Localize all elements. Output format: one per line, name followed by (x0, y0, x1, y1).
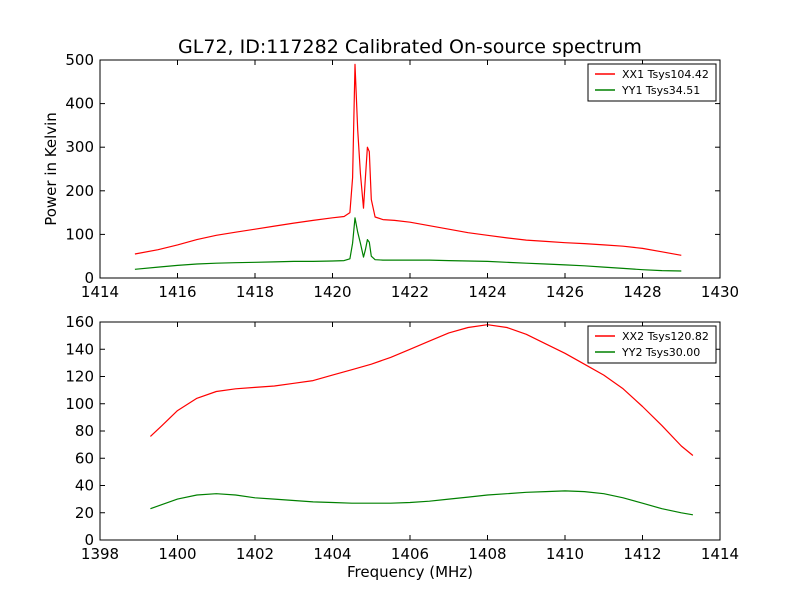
x-tick-label: 1418 (236, 283, 274, 301)
x-tick-label: 1430 (701, 283, 739, 301)
x-tick-label: 1400 (158, 545, 196, 563)
legend-entry: YY1 Tsys34.51 (621, 84, 700, 97)
x-tick-label: 1402 (236, 545, 274, 563)
x-tick-label: 1420 (313, 283, 351, 301)
x-tick-label: 1404 (313, 545, 351, 563)
legend-box (587, 63, 717, 102)
y-tick-label: 400 (65, 95, 94, 113)
legend-entry: YY2 Tsys30.00 (621, 346, 700, 359)
x-tick-label: 1416 (158, 283, 196, 301)
legend-entry: XX1 Tsys104.42 (622, 68, 709, 81)
y-tick-label: 120 (65, 368, 94, 386)
legend-entry: XX2 Tsys120.82 (622, 330, 709, 343)
legend-box (587, 325, 717, 364)
x-tick-label: 1426 (546, 283, 584, 301)
y-tick-label: 200 (65, 182, 94, 200)
x-tick-label: 1412 (623, 545, 661, 563)
x-tick-label: 1408 (468, 545, 506, 563)
x-tick-label: 1410 (546, 545, 584, 563)
y-tick-label: 500 (65, 51, 94, 69)
x-tick-label: 1424 (468, 283, 506, 301)
y-tick-label: 100 (65, 225, 94, 243)
x-tick-label: 1428 (623, 283, 661, 301)
y-axis-label: Power in Kelvin (42, 112, 60, 226)
figure-title: GL72, ID:117282 Calibrated On-source spe… (178, 36, 642, 58)
y-tick-label: 0 (84, 531, 94, 549)
series-line-0-1 (134, 217, 682, 272)
series-line-1-1 (150, 490, 694, 516)
y-tick-label: 0 (84, 269, 94, 287)
top-spectrum-panel: 1414 1416 1418 1420 1422 1424 1426 1428 1430 0 100… (42, 51, 739, 301)
y-tick-label: 60 (75, 449, 94, 467)
series-line-1-0 (149, 324, 694, 456)
x-tick-label: 1414 (81, 283, 119, 301)
y-tick-label: 100 (65, 395, 94, 413)
y-tick-label: 160 (65, 313, 94, 331)
bottom-spectrum-panel: 1398 1400 1402 1404 1406 1408 1410 1412 1414 0 20 4… (65, 313, 739, 581)
x-tick-label: 1406 (391, 545, 429, 563)
y-tick-label: 140 (65, 340, 94, 358)
x-tick-label: 1422 (391, 283, 429, 301)
x-tick-label: 1414 (701, 545, 739, 563)
y-tick-label: 20 (75, 504, 94, 522)
y-tick-label: 40 (75, 477, 94, 495)
y-tick-label: 300 (65, 138, 94, 156)
x-axis-label: Frequency (MHz) (347, 563, 473, 581)
series-line-0-0 (134, 63, 682, 256)
y-tick-label: 80 (75, 422, 94, 440)
x-tick-label: 1398 (81, 545, 119, 563)
